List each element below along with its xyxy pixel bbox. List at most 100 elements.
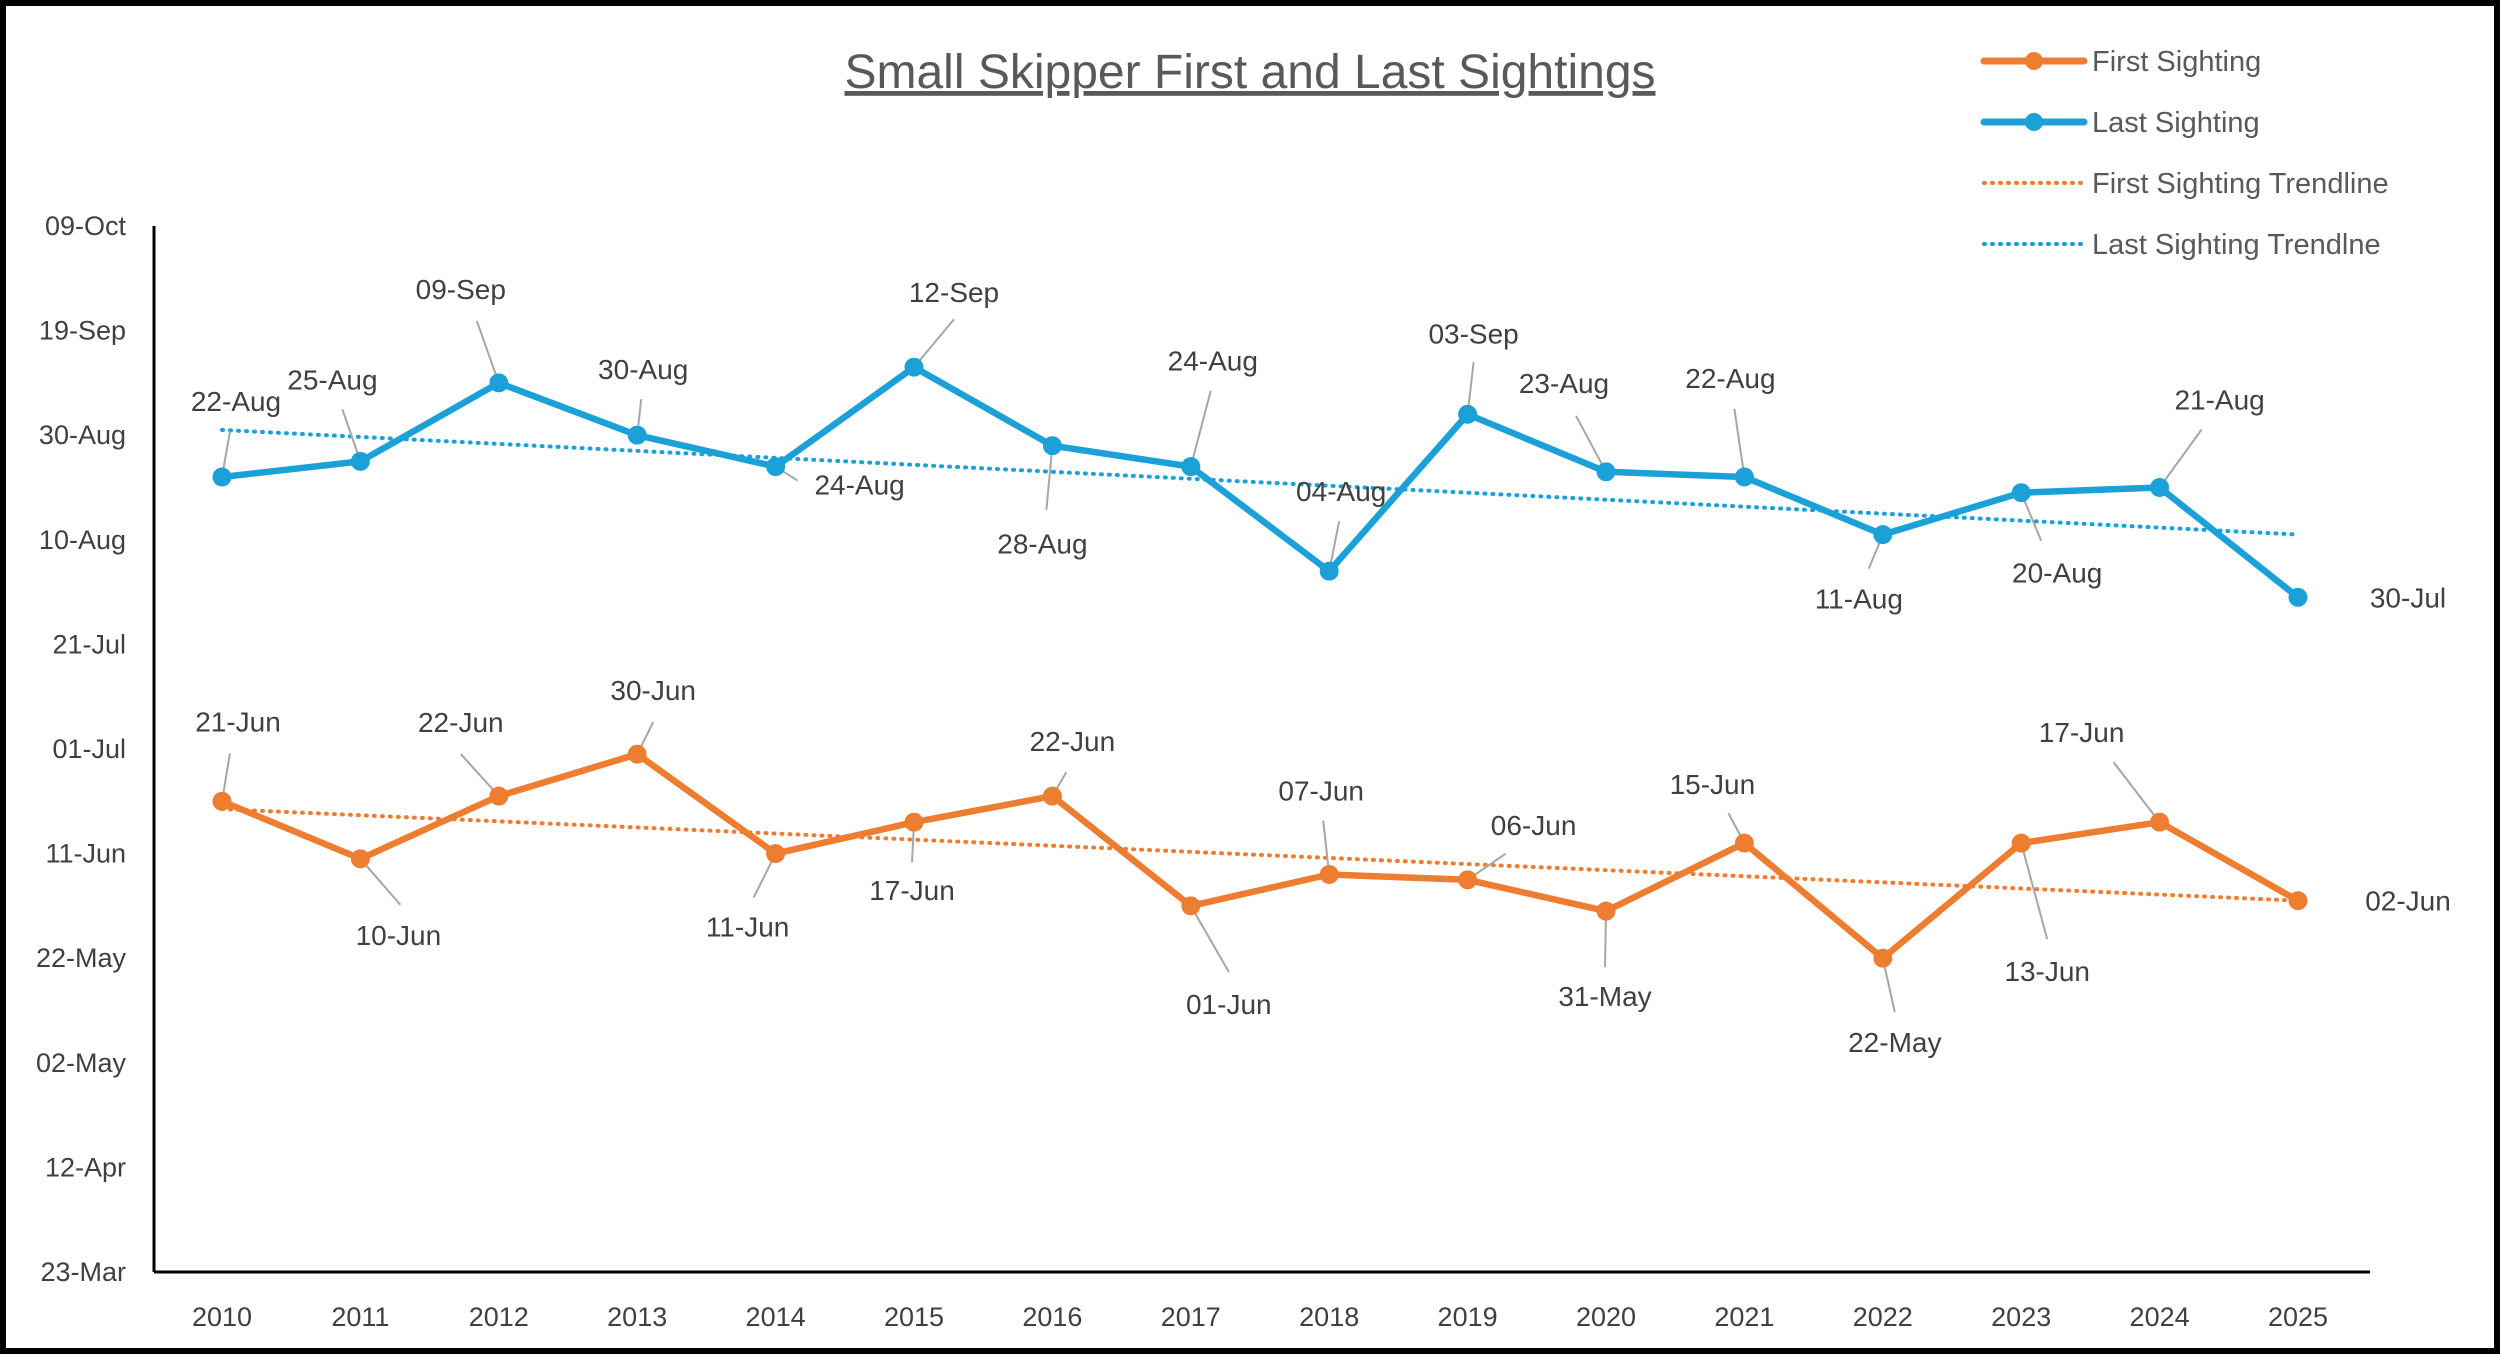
y-tick-label: 21-Jul bbox=[52, 629, 126, 659]
label-leader-line bbox=[1604, 911, 1607, 968]
last-sighting-data-label: 24-Aug bbox=[814, 470, 904, 501]
y-tick-label: 11-Jun bbox=[45, 839, 126, 869]
first-sighting-data-label: 21-Jun bbox=[195, 706, 281, 737]
last-sighting-data-label: 12-Sep bbox=[909, 277, 999, 308]
legend-label-first-trendline: First Sighting Trendline bbox=[2092, 168, 2389, 200]
label-leader-lines bbox=[221, 318, 2203, 1013]
x-tick-label: 2018 bbox=[1299, 1302, 1359, 1332]
x-tick-label: 2017 bbox=[1161, 1302, 1221, 1332]
y-tick-label: 19-Sep bbox=[39, 316, 126, 346]
first-sighting-data-label: 22-Jun bbox=[418, 707, 504, 738]
last-sighting-data-label: 22-Aug bbox=[1685, 363, 1775, 394]
label-leader-line bbox=[913, 318, 955, 368]
x-tick-label: 2023 bbox=[1991, 1302, 2051, 1332]
first-sighting-data-label: 17-Jun bbox=[2039, 717, 2125, 748]
last-sighting-data-label: 30-Aug bbox=[598, 354, 688, 385]
y-tick-label: 09-Oct bbox=[45, 211, 127, 241]
x-tick-label: 2019 bbox=[1438, 1302, 1498, 1332]
label-leader-line bbox=[636, 721, 655, 755]
label-leader-line bbox=[775, 465, 799, 482]
x-tick-label: 2012 bbox=[469, 1302, 529, 1332]
legend-marker-first-sighting bbox=[2025, 52, 2043, 70]
first-sighting-line bbox=[212, 744, 2308, 968]
label-leader-line bbox=[1051, 771, 1068, 797]
x-tick-label: 2010 bbox=[192, 1302, 252, 1332]
legend-item-first-sighting: First Sighting bbox=[1980, 46, 2261, 78]
legend: First Sighting Last Sighting First Sight… bbox=[1980, 46, 2389, 261]
x-tick-label: 2011 bbox=[331, 1302, 389, 1332]
last-sighting-data-label: 30-Jul bbox=[2370, 582, 2446, 613]
first-sighting-data-label: 15-Jun bbox=[1670, 769, 1756, 800]
first-sighting-data-label: 17-Jun bbox=[869, 875, 955, 906]
series-lines bbox=[212, 357, 2308, 968]
first-sighting-data-label: 13-Jun bbox=[2004, 956, 2090, 987]
x-tick-label: 2025 bbox=[2268, 1302, 2328, 1332]
legend-label-last-trendline: Last Sighting Trendlne bbox=[2092, 229, 2381, 261]
x-tick-label: 2024 bbox=[2130, 1302, 2190, 1332]
chart-title: Small Skipper First and Last Sightings bbox=[844, 46, 1655, 99]
x-tick-label: 2022 bbox=[1853, 1302, 1913, 1332]
y-tick-label: 22-May bbox=[36, 943, 127, 973]
label-leader-line bbox=[1189, 905, 1230, 973]
first-sighting-data-label: 10-Jun bbox=[356, 920, 442, 951]
x-tick-label: 2015 bbox=[884, 1302, 944, 1332]
last-sighting-data-label: 20-Aug bbox=[2012, 558, 2102, 589]
y-tick-label: 01-Jul bbox=[52, 734, 126, 764]
first-sighting-data-label: 22-May bbox=[1848, 1027, 1941, 1058]
x-tick-label: 2014 bbox=[746, 1302, 806, 1332]
first-sighting-data-label: 22-Jun bbox=[1030, 726, 1116, 757]
last-sighting-data-label: 03-Sep bbox=[1428, 318, 1518, 349]
x-tick-label: 2021 bbox=[1714, 1302, 1774, 1332]
label-leader-line bbox=[752, 853, 777, 899]
label-leader-line bbox=[460, 753, 500, 797]
label-leader-line bbox=[2112, 761, 2161, 823]
x-axis-ticks: 2010 2011 2012 2013 2014 2015 2016 2017 2018 2019… bbox=[192, 1302, 2328, 1332]
legend-label-first-sighting: First Sighting bbox=[2092, 46, 2261, 78]
legend-item-last-sighting: Last Sighting bbox=[1980, 107, 2260, 139]
label-leader-line bbox=[911, 822, 915, 863]
label-leader-line bbox=[1322, 820, 1331, 875]
label-leader-line bbox=[475, 320, 500, 384]
last-sighting-data-label: 11-Aug bbox=[1815, 584, 1903, 615]
last-sighting-data-label: 09-Sep bbox=[416, 274, 506, 305]
first-sighting-data-label: 31-May bbox=[1558, 981, 1651, 1012]
label-leader-line bbox=[221, 753, 231, 802]
y-tick-label: 02-May bbox=[36, 1048, 127, 1078]
label-leader-line bbox=[1733, 408, 1746, 478]
axes bbox=[152, 226, 2370, 1274]
first-sighting-data-label: 11-Jun bbox=[706, 912, 790, 943]
label-leader-line bbox=[1867, 534, 1884, 569]
legend-item-first-trendline: First Sighting Trendline bbox=[1982, 168, 2389, 200]
first-sighting-data-label: 07-Jun bbox=[1278, 776, 1364, 807]
last-sighting-line bbox=[212, 357, 2308, 607]
label-leader-line bbox=[1727, 812, 1746, 844]
last-sighting-data-label: 24-Aug bbox=[1168, 346, 1258, 377]
label-leader-line bbox=[2020, 492, 2043, 542]
y-tick-label: 12-Apr bbox=[45, 1152, 126, 1182]
first-sighting-data-label: 01-Jun bbox=[1186, 989, 1272, 1020]
label-leader-line bbox=[1045, 445, 1054, 510]
label-leader-line bbox=[1466, 362, 1475, 415]
label-leader-line bbox=[636, 399, 643, 436]
last-sighting-data-label: 23-Aug bbox=[1519, 368, 1609, 399]
last-sighting-data-label: 04-Aug bbox=[1296, 476, 1386, 507]
label-leader-line bbox=[1189, 390, 1212, 467]
last-sighting-data-label: 21-Aug bbox=[2174, 385, 2264, 416]
x-tick-label: 2020 bbox=[1576, 1302, 1636, 1332]
x-tick-label: 2013 bbox=[607, 1302, 667, 1332]
last-sighting-data-label: 25-Aug bbox=[287, 364, 377, 395]
label-leader-line bbox=[221, 430, 231, 478]
first-sighting-data-label: 06-Jun bbox=[1491, 810, 1577, 841]
label-leader-line bbox=[2158, 428, 2203, 489]
legend-marker-last-sighting bbox=[2025, 113, 2043, 131]
y-tick-label: 10-Aug bbox=[39, 525, 126, 555]
y-tick-label: 23-Mar bbox=[40, 1257, 126, 1287]
line-chart: Small Skipper First and Last Sightings 2… bbox=[36, 46, 2451, 1332]
last-sighting-data-label: 28-Aug bbox=[997, 529, 1087, 560]
label-leader-line bbox=[1881, 957, 1896, 1013]
x-tick-label: 2016 bbox=[1022, 1302, 1082, 1332]
data-labels: 21-Jun 10-Jun 22-Jun 30-Jun 11-Jun 17-Jun 22-J… bbox=[191, 274, 2451, 1058]
first-sighting-data-label: 30-Jun bbox=[610, 675, 696, 706]
legend-item-last-trendline: Last Sighting Trendlne bbox=[1982, 229, 2381, 261]
